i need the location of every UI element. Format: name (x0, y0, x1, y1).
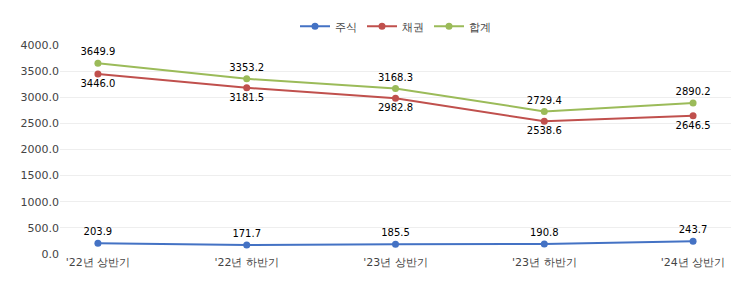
svg-text:3181.5: 3181.5 (229, 92, 264, 103)
svg-text:171.7: 171.7 (232, 228, 261, 239)
svg-text:'22년 상반기: '22년 상반기 (66, 256, 131, 269)
svg-text:203.9: 203.9 (84, 226, 113, 237)
svg-text:'22년 하반기: '22년 하반기 (214, 256, 279, 269)
svg-text:4000.0: 4000.0 (21, 39, 60, 52)
svg-text:2982.8: 2982.8 (378, 102, 413, 113)
svg-text:3353.2: 3353.2 (229, 62, 264, 73)
svg-text:3500.0: 3500.0 (21, 65, 60, 78)
svg-text:채권: 채권 (402, 21, 424, 34)
svg-text:2538.6: 2538.6 (527, 125, 562, 136)
svg-text:1000.0: 1000.0 (21, 196, 60, 209)
svg-text:3649.9: 3649.9 (80, 46, 115, 57)
svg-text:2000.0: 2000.0 (21, 143, 60, 156)
svg-text:185.5: 185.5 (381, 227, 410, 238)
svg-text:2729.4: 2729.4 (527, 95, 562, 106)
svg-text:190.8: 190.8 (530, 227, 559, 238)
svg-text:2646.5: 2646.5 (676, 120, 711, 131)
svg-text:주식: 주식 (335, 21, 357, 34)
svg-text:1500.0: 1500.0 (21, 169, 60, 182)
svg-text:3168.3: 3168.3 (378, 72, 413, 83)
svg-text:'23년 하반기: '23년 하반기 (512, 256, 577, 269)
svg-text:0.0: 0.0 (42, 248, 60, 261)
svg-text:3446.0: 3446.0 (80, 78, 115, 89)
svg-text:'24년 상반기: '24년 상반기 (661, 256, 726, 269)
svg-text:합계: 합계 (469, 21, 491, 34)
svg-text:500.0: 500.0 (28, 222, 60, 235)
svg-text:243.7: 243.7 (679, 224, 708, 235)
svg-text:2500.0: 2500.0 (21, 117, 60, 130)
svg-text:'23년 상반기: '23년 상반기 (363, 256, 428, 269)
svg-text:3000.0: 3000.0 (21, 91, 60, 104)
svg-text:2890.2: 2890.2 (676, 86, 711, 97)
